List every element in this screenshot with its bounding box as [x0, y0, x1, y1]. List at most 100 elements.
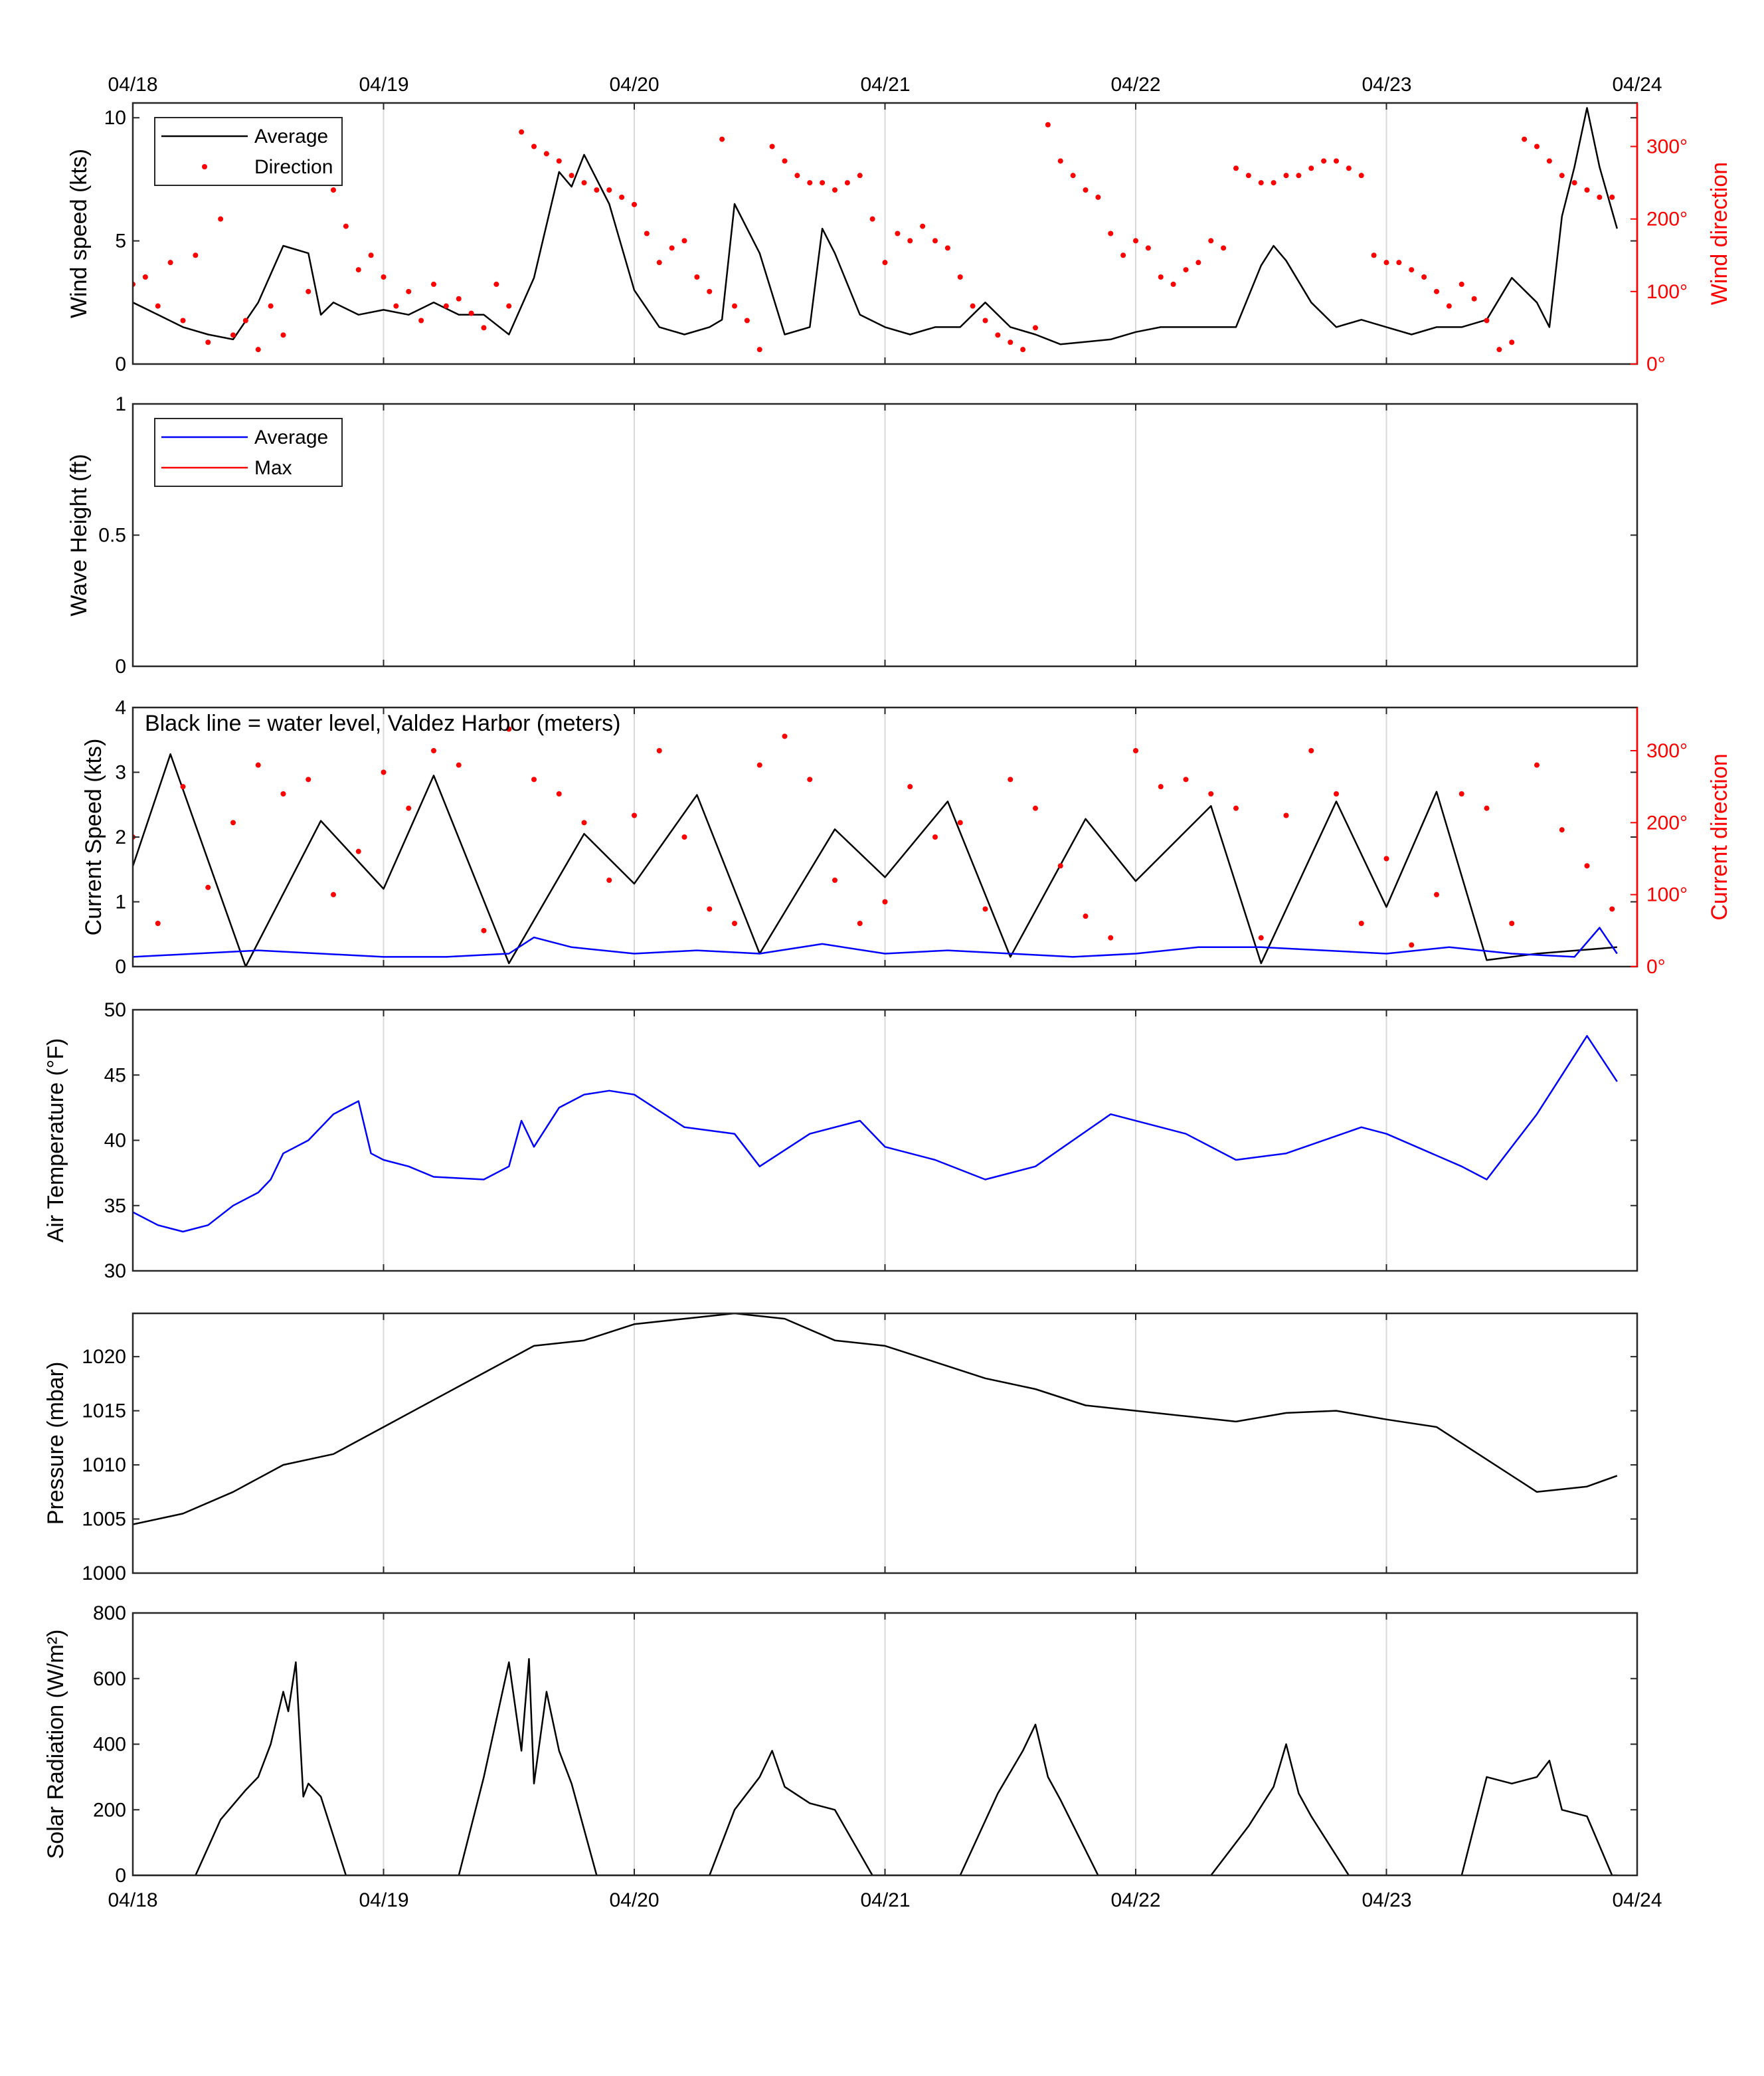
current-ytick-label: 1 [115, 892, 126, 913]
wind-direction-point [418, 318, 424, 324]
wind-direction-point [481, 325, 487, 331]
wind-direction-point [381, 274, 387, 280]
current-direction-point [1458, 791, 1464, 797]
wind-direction-point [1283, 173, 1289, 179]
wind-direction-point [1095, 194, 1101, 200]
solar-solar-radiation-line [133, 1657, 1617, 1875]
wind-direction-point [180, 318, 186, 324]
current-ytick-right-label: 100° [1646, 884, 1688, 906]
wind-direction-point [1321, 158, 1327, 164]
wind-direction-point [1145, 245, 1151, 251]
solar-panel: 0 200 400 600 800 Solar Radiation (W/m²) [43, 1602, 1638, 1887]
current-direction-point [1484, 805, 1490, 811]
wind-direction-point [280, 332, 286, 338]
current-direction-point [556, 791, 562, 797]
top-date-axis: 04/18 04/19 04/20 04/21 04/22 04/23 04/2… [108, 74, 1662, 96]
wind-ytick-right-label: 300° [1646, 136, 1688, 158]
current-direction-point [756, 762, 762, 768]
wind-direction-point [1020, 347, 1026, 353]
current-direction-point [381, 769, 387, 775]
wind-legend-swatch [202, 164, 207, 169]
bottom-tick-label: 04/22 [1110, 1889, 1160, 1911]
current-direction-point [355, 848, 361, 854]
wind-direction-point [1522, 136, 1528, 142]
wind-direction-point [769, 143, 775, 149]
current-direction-point [1133, 748, 1138, 753]
pressure-ytick-label: 1020 [82, 1346, 126, 1368]
current-ytick-right-label: 0° [1646, 956, 1666, 978]
wind-direction-point [581, 180, 587, 186]
current-direction-point [1033, 805, 1038, 811]
wind-direction-point [142, 274, 148, 280]
top-tick-label: 04/23 [1362, 74, 1411, 96]
current-direction-point [1609, 906, 1615, 912]
wind-direction-point [744, 318, 750, 324]
wind-direction-point [1271, 180, 1277, 186]
wind-direction-point [1033, 325, 1038, 331]
wave-ytick-label: 0 [115, 656, 126, 678]
current-direction-point [1358, 921, 1364, 926]
pressure-ytick-label: 1015 [82, 1400, 126, 1422]
current-direction-point [1584, 863, 1590, 869]
wind-direction-point [431, 281, 436, 287]
current-direction-point [406, 805, 412, 811]
current-ytick-label: 0 [115, 956, 126, 978]
wind-direction-point [468, 310, 474, 316]
current-direction-point [932, 834, 938, 840]
solar-ylabel: Solar Radiation (W/m²) [43, 1630, 68, 1859]
wind-direction-point [820, 180, 826, 186]
wind-direction-point [807, 180, 813, 186]
wind-direction-point [632, 201, 637, 207]
wind-direction-point [719, 136, 725, 142]
wind-direction-point [306, 288, 311, 294]
bottom-tick-label: 04/19 [359, 1889, 408, 1911]
wind-direction-point [794, 173, 800, 179]
wind-ytick-right-label: 200° [1646, 209, 1688, 231]
wind-direction-point [1233, 165, 1239, 171]
wind-direction-point [1045, 122, 1051, 128]
wind-direction-point [895, 231, 901, 236]
current-direction-point [1208, 791, 1214, 797]
current-ylabel-right: Current direction [1707, 753, 1732, 920]
current-water-level-line [133, 753, 1617, 967]
wind-direction-point [707, 288, 713, 294]
wind-direction-point [1509, 339, 1515, 345]
current-direction-point [280, 791, 286, 797]
wind-direction-point [1421, 274, 1427, 280]
wind-direction-point [944, 245, 950, 251]
bottom-tick-label: 04/18 [108, 1889, 157, 1911]
current-direction-point [1308, 748, 1314, 753]
air-ytick-label: 30 [104, 1260, 126, 1282]
wind-direction-point [1609, 194, 1615, 200]
wind-direction-point [1559, 173, 1565, 179]
wind-direction-point [1221, 245, 1227, 251]
air-air-temperature-line [133, 1035, 1618, 1233]
wind-ylabel: Wind speed (kts) [66, 149, 92, 318]
wind-direction-point [368, 252, 374, 258]
wind-direction-point [456, 296, 462, 302]
wind-direction-point [594, 187, 600, 193]
wind-direction-point [606, 187, 612, 193]
wind-direction-point [1534, 143, 1540, 149]
bottom-tick-label: 04/20 [609, 1889, 659, 1911]
wind-direction-point [1083, 187, 1089, 193]
current-direction-point [155, 921, 161, 926]
wind-direction-point [1158, 274, 1164, 280]
wind-ytick-label: 0 [115, 353, 126, 375]
current-direction-point [1283, 812, 1289, 818]
wind-legend-label: Average [254, 126, 328, 147]
current-direction-point [782, 733, 788, 739]
wind-direction-point [343, 223, 349, 229]
wind-direction-point [1496, 347, 1502, 353]
wind-direction-point [1296, 173, 1302, 179]
wave-legend-box [154, 418, 343, 487]
wind-direction-point [355, 267, 361, 273]
bottom-date-axis: 04/18 04/19 04/20 04/21 04/22 04/23 04/2… [108, 1889, 1662, 1911]
current-ytick-right-label: 200° [1646, 812, 1688, 834]
wave-ylabel: Wave Height (ft) [66, 454, 92, 616]
current-panel: 0 1 2 3 4 0° 100° 200° 300° Current direction Curr… [81, 697, 1732, 978]
current-direction-point [907, 784, 913, 790]
wind-direction-point [393, 303, 399, 309]
wind-direction-point [907, 238, 913, 244]
wind-direction-point [506, 303, 512, 309]
